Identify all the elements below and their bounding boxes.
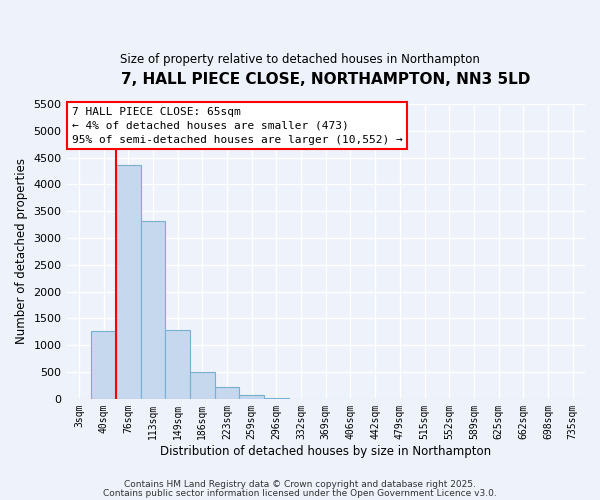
Bar [116,164,140,399]
Bar [190,372,215,399]
Bar [91,330,116,399]
X-axis label: Distribution of detached houses by size in Northampton: Distribution of detached houses by size … [160,444,491,458]
Title: 7, HALL PIECE CLOSE, NORTHAMPTON, NN3 5LD: 7, HALL PIECE CLOSE, NORTHAMPTON, NN3 5L… [121,72,530,88]
Bar [140,222,165,399]
Bar [239,394,264,399]
Text: 7 HALL PIECE CLOSE: 65sqm
← 4% of detached houses are smaller (473)
95% of semi-: 7 HALL PIECE CLOSE: 65sqm ← 4% of detach… [72,107,403,145]
Y-axis label: Number of detached properties: Number of detached properties [15,158,28,344]
Bar [165,330,190,399]
Text: Contains public sector information licensed under the Open Government Licence v3: Contains public sector information licen… [103,488,497,498]
Bar [215,386,239,399]
Text: Contains HM Land Registry data © Crown copyright and database right 2025.: Contains HM Land Registry data © Crown c… [124,480,476,489]
Text: Size of property relative to detached houses in Northampton: Size of property relative to detached ho… [120,52,480,66]
Bar [264,398,289,399]
